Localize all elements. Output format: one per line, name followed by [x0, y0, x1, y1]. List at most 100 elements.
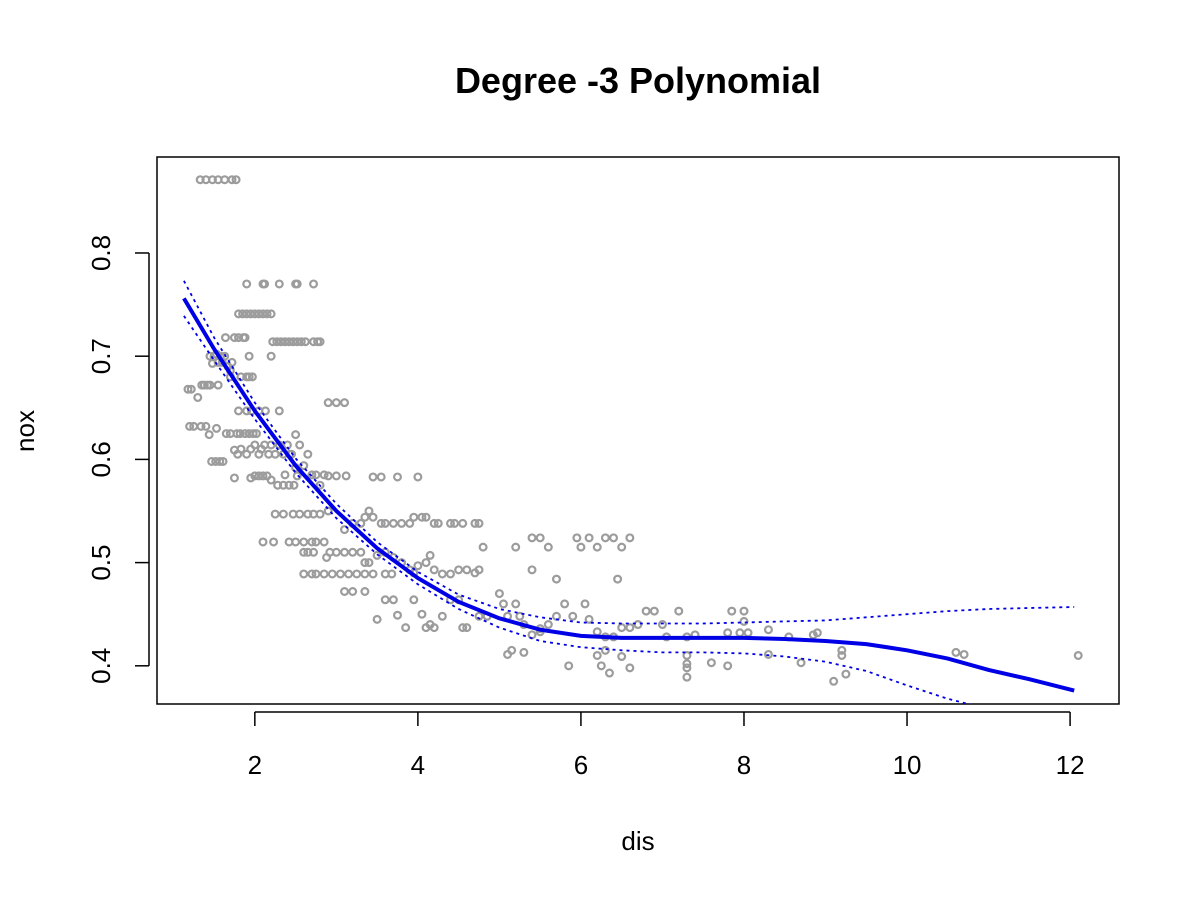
data-point [421, 558, 431, 568]
data-point [951, 647, 961, 657]
x-tick-label: 6 [574, 750, 588, 780]
data-point [292, 471, 302, 481]
data-point [284, 337, 294, 347]
data-point [376, 472, 386, 482]
data-point [234, 406, 244, 416]
data-point [417, 609, 427, 619]
data-point [248, 429, 258, 439]
data-point [220, 175, 230, 185]
data-point [368, 472, 378, 482]
data-point [592, 542, 602, 552]
data-point [299, 461, 309, 471]
data-point [323, 471, 333, 481]
data-point [270, 509, 280, 519]
data-point [235, 429, 245, 439]
data-point [837, 645, 847, 655]
data-point [515, 611, 525, 621]
data-point [445, 518, 455, 528]
data-point [215, 456, 225, 466]
data-point [274, 406, 284, 416]
data-point [763, 649, 773, 659]
data-point [625, 623, 635, 633]
data-point [292, 279, 302, 289]
data-point [315, 509, 325, 519]
chart-title: Degree -3 Polynomial [455, 60, 821, 101]
data-point [291, 430, 301, 440]
data-point [458, 518, 468, 528]
data-point [388, 518, 398, 528]
data-point [682, 672, 692, 682]
data-point [212, 423, 222, 433]
lower-confidence-band [183, 315, 973, 704]
data-point [735, 628, 745, 638]
data-point [474, 565, 484, 575]
data-point [247, 372, 257, 382]
data-point [231, 175, 241, 185]
data-point [584, 533, 594, 543]
data-point [232, 429, 242, 439]
data-point [625, 533, 635, 543]
data-point [289, 480, 299, 490]
data-point [327, 569, 337, 579]
data-point [319, 537, 329, 547]
data-point [193, 392, 203, 402]
data-point [250, 471, 260, 481]
x-tick-label: 10 [893, 750, 922, 780]
data-point [323, 398, 333, 408]
data-point [356, 518, 366, 528]
data-point [196, 421, 206, 431]
data-point [242, 406, 252, 416]
data-point [511, 542, 521, 552]
polynomial-fit-line [182, 297, 1075, 693]
x-tick-label: 12 [1056, 750, 1085, 780]
data-point [543, 542, 553, 552]
data-point [633, 620, 643, 630]
data-point [596, 661, 606, 671]
data-point [360, 558, 370, 568]
data-point [234, 309, 244, 319]
data-point [829, 676, 839, 686]
data-point [205, 380, 215, 390]
data-point [266, 440, 276, 450]
y-axis: 0.4 0.5 0.6 0.7 0.8 [86, 235, 150, 684]
data-point [254, 309, 264, 319]
data-point [727, 606, 737, 616]
data-point [372, 550, 382, 560]
data-point [319, 569, 329, 579]
data-point [417, 512, 427, 522]
data-point [307, 569, 317, 579]
data-point [276, 337, 286, 347]
data-point [323, 506, 333, 516]
data-point [254, 471, 264, 481]
data-point [238, 309, 248, 319]
data-point [364, 558, 374, 568]
data-point [185, 421, 195, 431]
data-point [641, 606, 651, 616]
data-point [258, 471, 268, 481]
data-point [527, 630, 537, 640]
data-point [474, 518, 484, 528]
data-point [657, 620, 667, 630]
data-point [401, 623, 411, 633]
data-point [763, 625, 773, 635]
data-point [682, 659, 692, 669]
data-point [409, 595, 419, 605]
data-point [291, 537, 301, 547]
data-point [723, 661, 733, 671]
data-point [331, 471, 341, 481]
data-point [841, 669, 851, 679]
data-point [311, 569, 321, 579]
plot-frame [156, 156, 1120, 705]
data-point [299, 569, 309, 579]
data-point [470, 518, 480, 528]
data-point [397, 518, 407, 528]
data-point [352, 569, 362, 579]
data-point [498, 599, 508, 609]
data-point [186, 384, 196, 394]
data-point [201, 421, 211, 431]
data-point [331, 547, 341, 557]
data-point [280, 470, 290, 480]
data-point [218, 456, 228, 466]
data-point [527, 533, 537, 543]
data-point [274, 279, 284, 289]
